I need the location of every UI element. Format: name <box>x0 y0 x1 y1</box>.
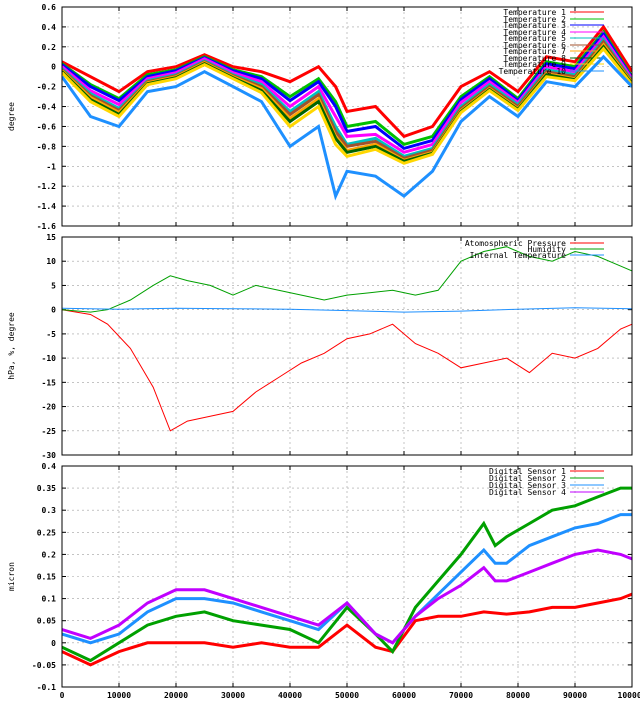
y-tick-label: 0.05 <box>37 617 56 626</box>
y-tick-label: -0.2 <box>37 83 56 92</box>
x-tick-label: 10000 <box>107 691 131 700</box>
y-tick-label: -0.6 <box>37 122 56 131</box>
series-line-2-3 <box>62 307 632 313</box>
legend-label: Digital Sensor 3 <box>489 481 566 490</box>
legend-label: Digital Sensor 4 <box>489 488 566 497</box>
y-tick-label: 0.35 <box>37 484 56 493</box>
y-tick-label: -0.8 <box>37 142 56 151</box>
x-tick-label: 60000 <box>392 691 416 700</box>
y-axis-label: hPa, %, degree <box>7 312 16 380</box>
legend-label: Temperature 2 <box>503 15 566 24</box>
series-line-3-2 <box>62 486 632 663</box>
y-tick-label: 0.2 <box>42 550 57 559</box>
x-tick-label: 80000 <box>506 691 530 700</box>
y-tick-label: 0.3 <box>42 506 57 515</box>
legend-label: Temperature 6 <box>503 41 566 50</box>
plot-frame <box>61 465 633 688</box>
y-axis-label: degree <box>7 102 16 131</box>
x-tick-label: 90000 <box>563 691 587 700</box>
y-tick-label: -0.05 <box>32 661 56 670</box>
series-line-1-3 <box>62 31 632 151</box>
legend-label: Temperature 8 <box>503 54 566 63</box>
x-tick-label: 40000 <box>278 691 302 700</box>
series-line-2-1 <box>62 309 632 432</box>
y-tick-label: 0.4 <box>42 462 57 471</box>
legend-label: Temperature 5 <box>503 34 566 43</box>
y-tick-label: 0 <box>51 639 56 648</box>
y-tick-label: 0.1 <box>42 595 57 604</box>
y-tick-label: 0 <box>51 306 56 315</box>
y-tick-label: 10 <box>46 257 56 266</box>
y-tick-label: 0.15 <box>37 573 56 582</box>
panel-3: 0.4 0.35 0.3 0.25 0.2 0.15 0.1 0.05 0 -0.05 -0.1 mi… <box>7 462 633 692</box>
legend-label: Digital Sensor 1 <box>489 467 566 476</box>
legend-label: Temperature 4 <box>503 28 566 37</box>
y-tick-label: -15 <box>42 378 57 387</box>
y-axis-label: micron <box>7 562 16 591</box>
y-tick-label: -0.1 <box>37 683 56 692</box>
panel-2: 15 10 5 0 -5 -10 -15 -20 -25 -30 hPa, %, degree Ato… <box>7 233 633 460</box>
y-tick-label: -1.2 <box>37 182 56 191</box>
plot-frame <box>61 236 633 456</box>
series-line-3-1 <box>62 592 632 667</box>
series-line-1-4 <box>62 34 632 154</box>
x-tick-label: 20000 <box>164 691 188 700</box>
y-tick-label: -30 <box>42 451 57 460</box>
legend-label: Temperature 7 <box>503 47 566 56</box>
y-tick-label: 0.2 <box>42 43 57 52</box>
y-tick-label: -5 <box>46 330 56 339</box>
legend-label: Internal Temperature <box>470 251 567 260</box>
x-tick-label: 100000 <box>618 691 640 700</box>
y-tick-label: -1.4 <box>37 202 56 211</box>
y-tick-label: -0.4 <box>37 103 56 112</box>
legend-label: Temperature 9 <box>503 60 566 69</box>
legend-label: Humidity <box>527 245 566 254</box>
x-tick-label: 30000 <box>221 691 245 700</box>
y-tick-label: 0.4 <box>42 23 57 32</box>
y-tick-label: 0 <box>51 63 56 72</box>
x-axis: 0 10000 20000 30000 40000 50000 60000 70000 8000… <box>60 691 640 700</box>
x-tick-label: 50000 <box>335 691 359 700</box>
y-tick-label: -10 <box>42 354 57 363</box>
y-tick-label: 0.6 <box>42 3 57 12</box>
legend-label: Temperature 1 <box>503 8 566 17</box>
y-tick-label: -1 <box>46 162 56 171</box>
series-line-1-9 <box>62 46 632 165</box>
series-line-2-2 <box>62 246 632 313</box>
y-tick-label: 5 <box>51 281 56 290</box>
y-tick-label: 15 <box>46 233 56 242</box>
plot-frame <box>61 6 633 227</box>
series-line-1-1 <box>62 24 632 139</box>
y-tick-label: -25 <box>42 427 57 436</box>
y-tick-label: 0.25 <box>37 528 56 537</box>
y-tick-label: -20 <box>42 403 57 412</box>
series-line-3-4 <box>62 548 632 645</box>
x-tick-label: 0 <box>60 691 65 700</box>
panel-1: 0.6 0.4 0.2 0 -0.2 -0.4 -0.6 -0.8 -1 -1.2 -1.4 -1.6… <box>7 3 633 231</box>
legend-label: Digital Sensor 2 <box>489 474 566 483</box>
x-tick-label: 70000 <box>449 691 473 700</box>
legend-label: Temperature 3 <box>503 21 566 30</box>
y-tick-label: -1.6 <box>37 222 56 231</box>
legend-label: Temperature 10 <box>499 67 567 76</box>
legend-label: Atomospheric Pressure <box>465 239 566 248</box>
series-line-1-10 <box>62 54 632 201</box>
